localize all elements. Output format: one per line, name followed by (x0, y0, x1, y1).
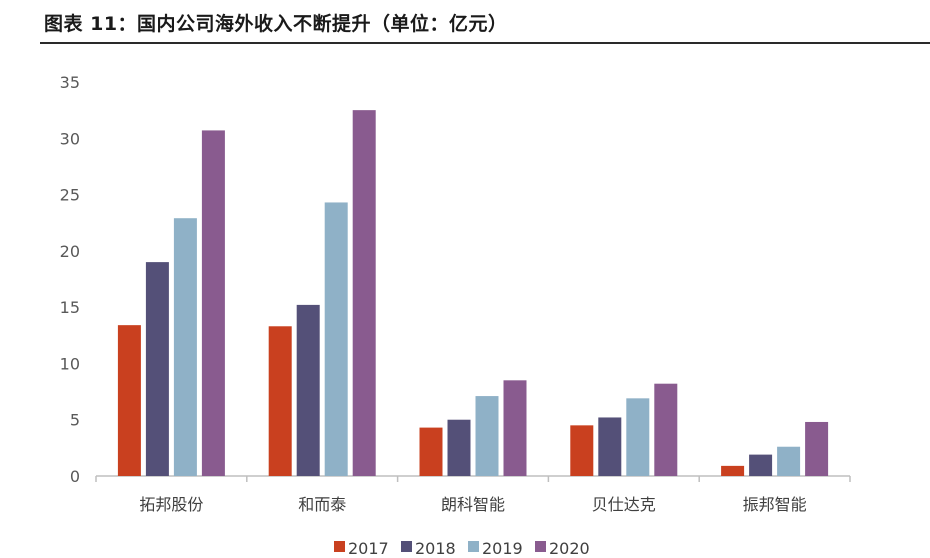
bar-2018-3 (447, 419, 471, 476)
bar-2018-5 (749, 454, 773, 476)
bar-2017-1 (117, 325, 141, 476)
x-category-label: 贝仕达克 (592, 495, 656, 514)
legend: 2017 2018 2019 2020 (334, 539, 590, 558)
x-axis-tick-marks (95, 476, 851, 482)
bar-2020-4 (654, 383, 678, 476)
bar-2019-4 (626, 398, 650, 476)
bar-2019-1 (173, 218, 197, 476)
legend-label: 2018 (415, 539, 456, 558)
x-category-label: 拓邦股份 (139, 495, 203, 514)
bar-2018-2 (296, 304, 320, 476)
y-tick-label: 10 (60, 354, 80, 373)
bar-2019-2 (324, 202, 348, 477)
bar-2018-4 (598, 417, 622, 476)
legend-label: 2019 (482, 539, 523, 558)
bars (117, 110, 829, 477)
bar-2020-5 (805, 421, 829, 476)
bar-2020-2 (352, 110, 376, 477)
y-tick-label: 0 (70, 467, 80, 486)
legend-swatch (334, 541, 345, 552)
bar-2020-1 (201, 130, 225, 477)
bar-2017-3 (419, 427, 443, 476)
bar-2017-4 (570, 425, 594, 476)
bar-2020-3 (503, 380, 527, 476)
legend-label: 2020 (549, 539, 590, 558)
y-tick-label: 5 (70, 411, 80, 430)
y-tick-label: 30 (60, 129, 80, 148)
y-tick-label: 35 (60, 73, 80, 92)
x-category-label: 振邦智能 (743, 495, 807, 514)
title-divider (40, 42, 930, 44)
bar-2017-2 (268, 326, 292, 476)
bar-2019-3 (475, 396, 499, 476)
y-axis-ticks: 0 5 10 15 20 25 30 35 (60, 73, 80, 486)
legend-swatch (535, 541, 546, 552)
y-tick-label: 20 (60, 242, 80, 261)
chart-title: 图表 11：国内公司海外收入不断提升（单位：亿元） (44, 13, 508, 35)
bar-2019-5 (777, 446, 801, 476)
bar-2018-1 (145, 262, 169, 476)
x-category-label: 朗科智能 (441, 495, 505, 514)
category-labels: 拓邦股份 和而泰 朗科智能 贝仕达克 振邦智能 (139, 495, 806, 514)
legend-label: 2017 (348, 539, 389, 558)
bar-2017-5 (721, 465, 745, 476)
y-tick-label: 15 (60, 298, 80, 317)
y-tick-label: 25 (60, 186, 80, 205)
legend-swatch (468, 541, 479, 552)
legend-swatch (401, 541, 412, 552)
x-category-label: 和而泰 (298, 495, 346, 514)
